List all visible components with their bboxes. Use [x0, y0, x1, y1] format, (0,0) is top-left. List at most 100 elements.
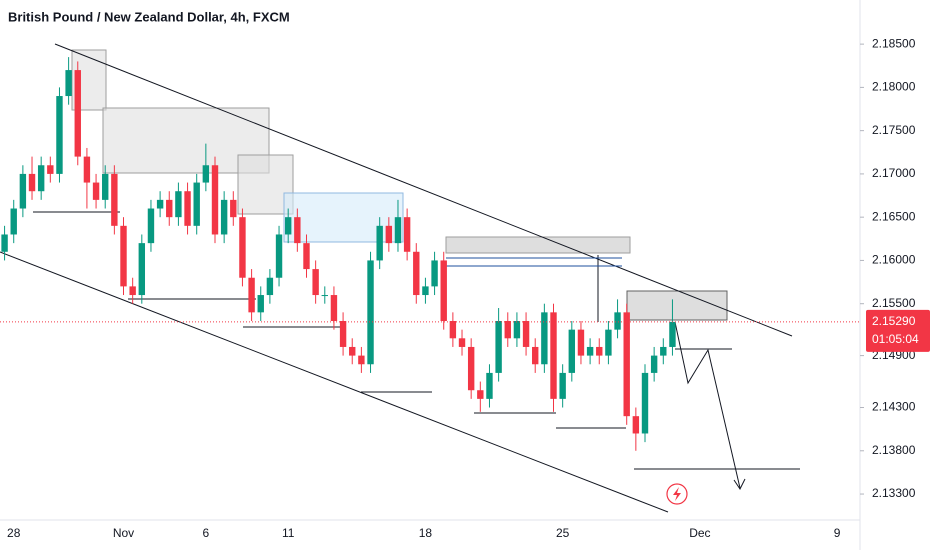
alert-bolt [673, 487, 681, 501]
candle-body [513, 320, 521, 339]
candle-body [449, 320, 457, 339]
candle-body [495, 320, 502, 373]
candle-body [394, 217, 402, 244]
candle-body [431, 260, 438, 287]
x-tick-label: 9 [834, 526, 841, 540]
candle-body [339, 320, 347, 347]
candle-body [74, 70, 81, 157]
candle-body [605, 329, 612, 356]
x-tick-label: 28 [7, 526, 21, 540]
candle-body [175, 191, 182, 218]
candle-body [403, 217, 411, 252]
candle-body [458, 338, 466, 347]
candle-body [559, 372, 566, 399]
candle-body [211, 165, 219, 235]
last-price-tag [866, 309, 930, 352]
chart-title: British Pound / New Zealand Dollar, 4h, … [8, 9, 290, 24]
candle-body [257, 295, 264, 313]
candle-body [349, 346, 356, 356]
projection-arrow [674, 321, 741, 489]
candle-body [28, 173, 36, 192]
candle-body [156, 199, 164, 209]
y-tick-label: 2.16000 [872, 253, 916, 267]
trend-line [0, 251, 669, 513]
candle-body [56, 96, 63, 174]
candle-body [568, 329, 576, 373]
y-tick-label: 2.13800 [872, 443, 916, 457]
candle-body [184, 191, 191, 226]
candle-body [166, 199, 173, 218]
candle-body [65, 70, 72, 97]
x-tick-label: 11 [282, 526, 295, 540]
candle-body [477, 390, 484, 399]
candle-body [596, 346, 603, 356]
countdown: 01:05:04 [872, 332, 919, 346]
candle-body [19, 173, 27, 209]
candle-body [440, 260, 447, 321]
candle-body [632, 416, 640, 434]
candles [1, 57, 676, 451]
y-tick-label: 2.16500 [872, 209, 916, 223]
candle-body [669, 321, 676, 347]
candle-body [641, 372, 649, 434]
x-tick-label: 25 [556, 526, 570, 540]
candle-body [138, 243, 146, 296]
candle-body [120, 225, 127, 287]
x-tick-label: 6 [203, 526, 210, 540]
arrow-head [733, 478, 746, 490]
candle-body [532, 346, 539, 365]
x-tick-label: Nov [113, 526, 134, 540]
candle-body [294, 217, 301, 244]
candle-body [239, 217, 246, 278]
candle-body [266, 277, 274, 296]
y-tick-label: 2.15500 [872, 296, 916, 310]
candle-body [541, 312, 548, 365]
candle-body [586, 346, 594, 356]
candle-body [358, 355, 365, 365]
candle-body [376, 225, 383, 261]
candle-body [83, 156, 91, 183]
candle-body [312, 269, 319, 296]
candle-body [330, 295, 338, 321]
candle-body [92, 182, 100, 200]
y-tick-label: 2.18500 [872, 36, 916, 50]
y-tick-label: 2.18000 [872, 80, 916, 94]
y-tick-label: 2.14300 [872, 400, 916, 414]
candle-body [248, 277, 255, 313]
candle-body [275, 234, 283, 278]
trend-line [54, 43, 793, 337]
candle-body [422, 286, 429, 296]
candle-body [1, 234, 8, 252]
zone-box [626, 290, 728, 321]
candle-body [193, 182, 200, 226]
y-tick-label: 2.17000 [872, 166, 916, 180]
candle-body [650, 355, 658, 373]
candle-body [614, 312, 621, 330]
y-tick-label: 2.13300 [872, 486, 916, 500]
x-tick-label: Dec [689, 526, 710, 540]
candle-body [413, 251, 420, 296]
candle-body [47, 165, 54, 174]
candle-body [37, 165, 45, 192]
candle-body [220, 199, 228, 235]
zone-box [445, 236, 631, 254]
candle-body [623, 312, 630, 417]
candle-body [577, 329, 585, 356]
candle-body [230, 199, 237, 218]
zone-box [283, 192, 404, 243]
drawings [0, 43, 800, 513]
candle-body [504, 320, 511, 339]
candle-body [367, 260, 374, 365]
candle-body [284, 217, 292, 235]
x-tick-label: 18 [419, 526, 433, 540]
candle-body [385, 225, 393, 244]
candle-body [321, 295, 328, 297]
candle-body [660, 346, 667, 356]
candle-body [147, 208, 155, 244]
candle-body [522, 320, 530, 347]
candle-body [486, 372, 493, 399]
y-tick-label: 2.17500 [872, 123, 916, 137]
candle-body [467, 346, 475, 391]
